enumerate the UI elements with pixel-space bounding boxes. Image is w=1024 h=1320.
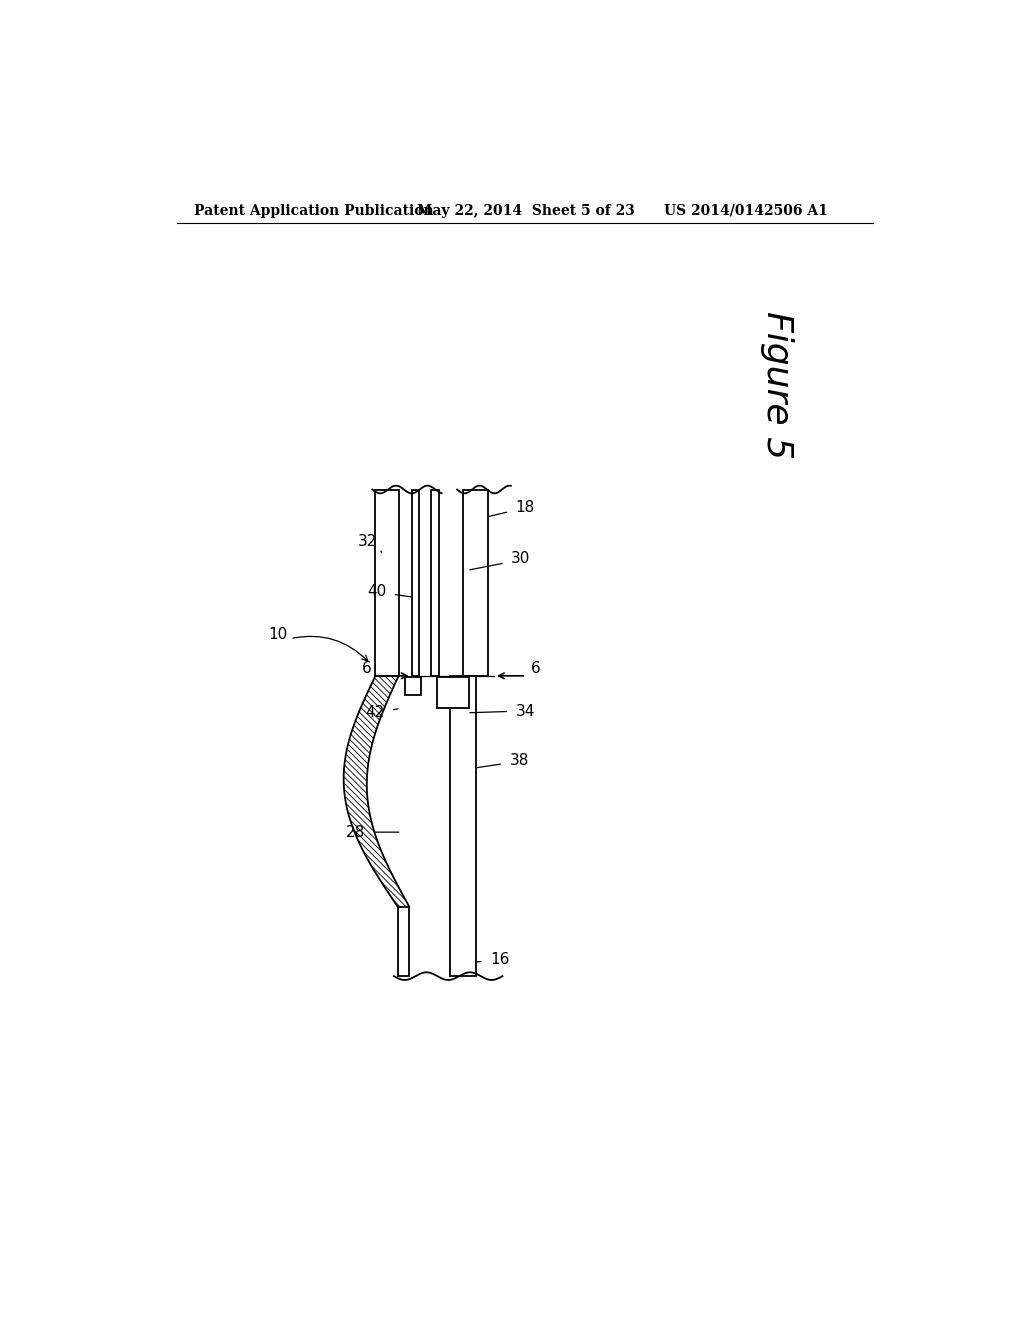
Text: 32: 32 (357, 533, 377, 549)
Bar (463, 490, 487, 676)
Text: 6: 6 (530, 660, 541, 676)
Text: 42: 42 (366, 705, 385, 721)
Bar (412, 490, 419, 676)
Text: 28: 28 (346, 825, 366, 840)
Bar (431, 490, 438, 676)
Text: 40: 40 (367, 583, 386, 599)
Text: 30: 30 (511, 552, 530, 566)
Text: Figure 5: Figure 5 (761, 312, 795, 459)
Text: Patent Application Publication: Patent Application Publication (194, 203, 433, 218)
Text: May 22, 2014  Sheet 5 of 23: May 22, 2014 Sheet 5 of 23 (417, 203, 635, 218)
Bar (406, 677, 421, 696)
Text: 6: 6 (362, 660, 372, 676)
Bar (451, 676, 475, 977)
Text: 10: 10 (268, 627, 288, 642)
Text: 18: 18 (515, 500, 535, 516)
Text: 38: 38 (509, 752, 528, 768)
Bar (437, 677, 469, 708)
Bar (376, 490, 398, 676)
Text: 16: 16 (490, 952, 510, 966)
Text: US 2014/0142506 A1: US 2014/0142506 A1 (665, 203, 828, 218)
Bar (397, 907, 410, 977)
Text: 34: 34 (515, 704, 535, 719)
